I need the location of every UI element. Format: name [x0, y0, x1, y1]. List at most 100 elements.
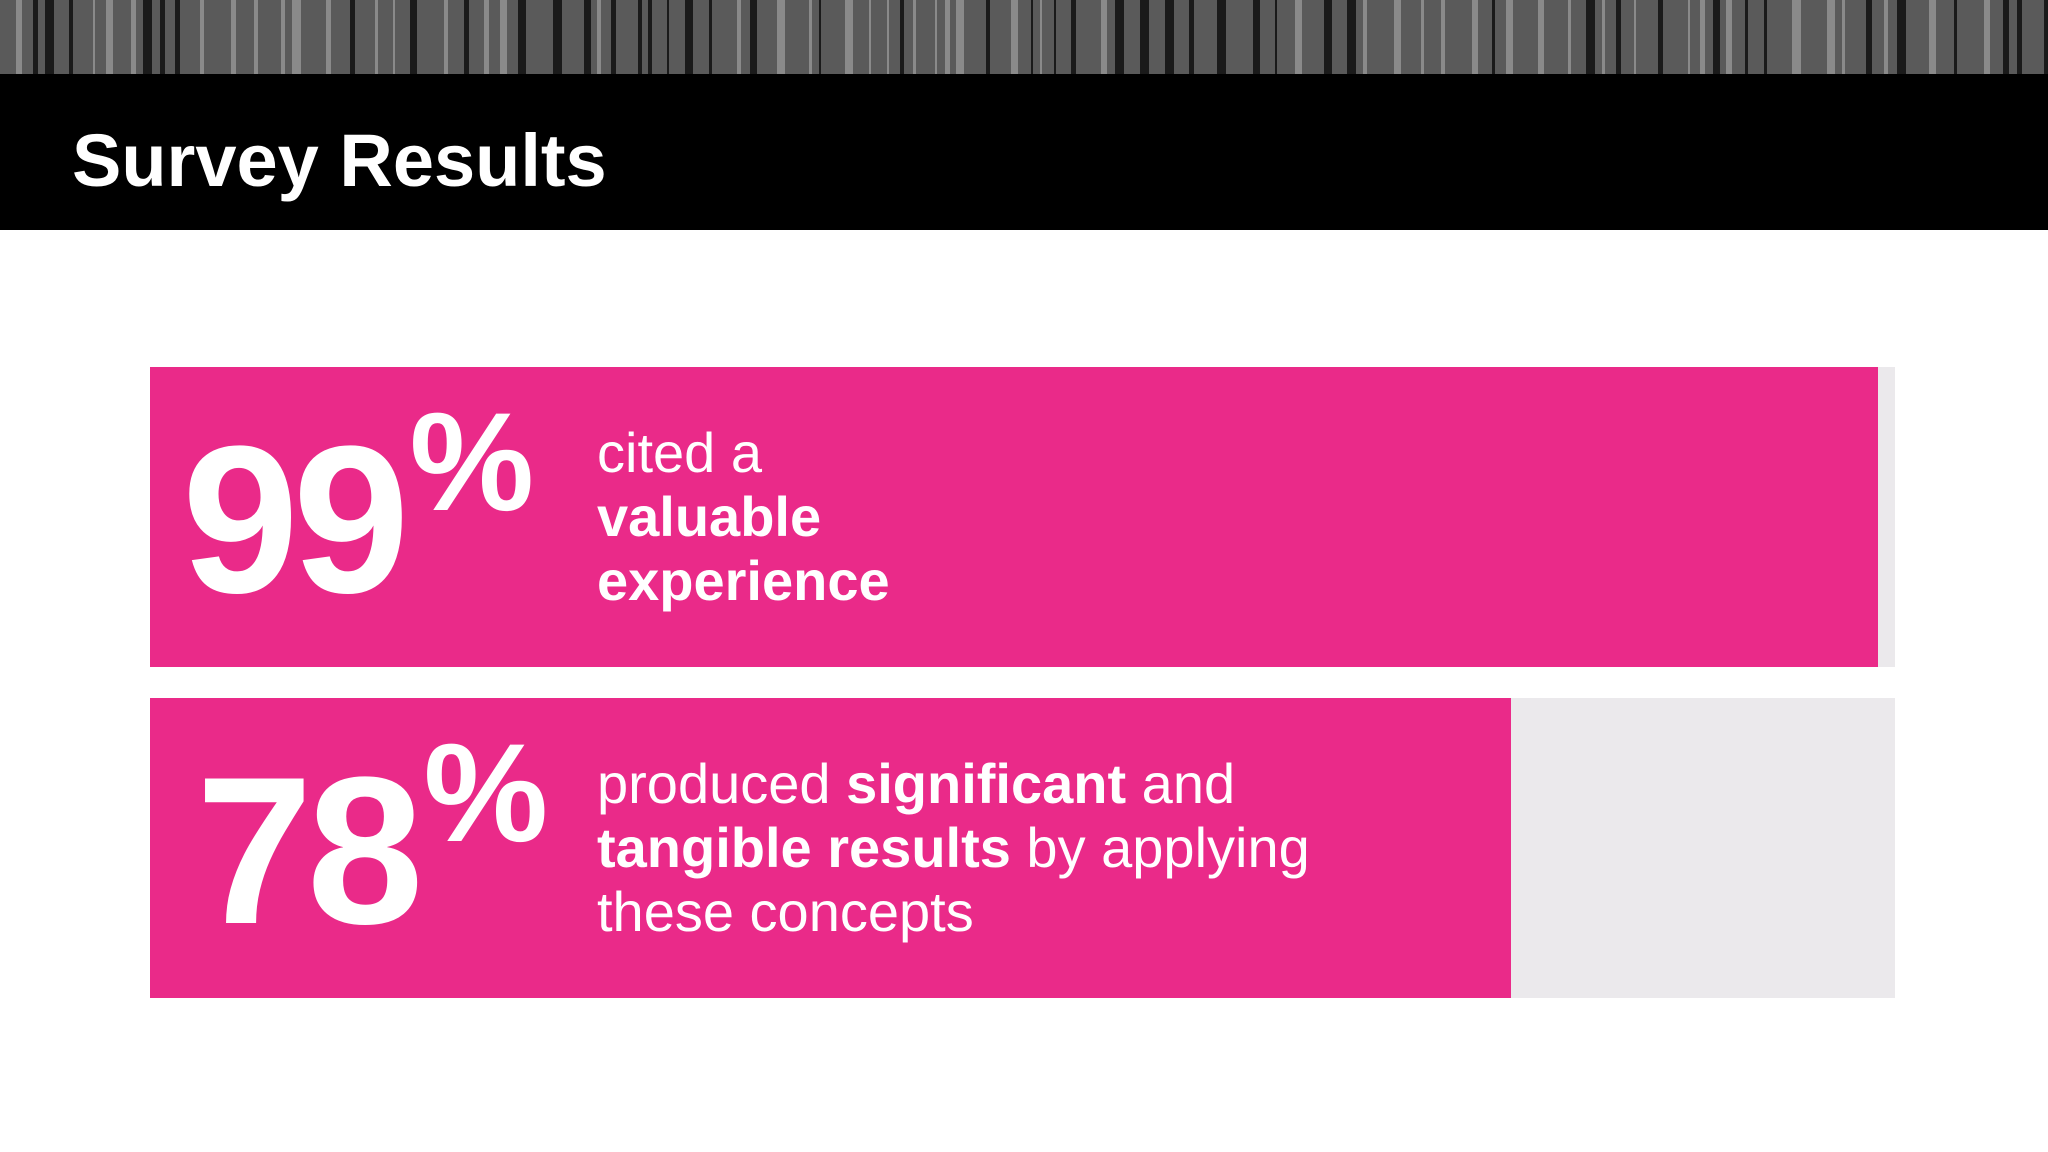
stripe [69, 0, 73, 74]
stripe [281, 0, 285, 74]
stripe [887, 0, 889, 74]
stripe [464, 0, 469, 74]
stripe [845, 0, 853, 74]
stripe [143, 0, 152, 74]
stripe [1897, 0, 1906, 74]
stripe [737, 0, 741, 74]
stripe [1295, 0, 1302, 74]
stripe [685, 0, 693, 74]
stripe [1115, 0, 1124, 74]
stripe [553, 0, 562, 74]
stripe [1954, 0, 1957, 74]
percent-value-2: 78 [196, 733, 424, 968]
stripe [1658, 0, 1663, 74]
bar-description-2: produced significant and tangible results… [597, 752, 1497, 944]
stripe [1700, 0, 1705, 74]
stripe [518, 0, 526, 74]
stripe [1745, 0, 1748, 74]
bar-row-2: 78% produced significant and tangible res… [150, 698, 1895, 998]
description-segment: and [1126, 752, 1236, 815]
bar-fill-2 [150, 698, 1512, 998]
stripe [1054, 0, 1056, 74]
stripe [913, 0, 916, 74]
stripe [1275, 0, 1277, 74]
percent-sign-1: % [409, 383, 535, 540]
stripe [1792, 0, 1801, 74]
stripe [1764, 0, 1767, 74]
stripe [2044, 0, 2048, 74]
stripe [106, 0, 113, 74]
description-segment: by applying [1010, 816, 1310, 879]
stripe [900, 0, 904, 74]
stripe [393, 0, 395, 74]
description-segment: these concepts [597, 880, 974, 943]
stripe [292, 0, 301, 74]
stripe [1884, 0, 1888, 74]
description-segment: cited a [597, 421, 762, 484]
stripe [986, 0, 990, 74]
stripe [709, 0, 712, 74]
stripe [1726, 0, 1732, 74]
slide-title: Survey Results [72, 119, 607, 202]
description-segment: significant [846, 752, 1127, 815]
percent-value-1: 99 [182, 402, 410, 637]
stripe [1189, 0, 1194, 74]
stripe [484, 0, 489, 74]
stripe [935, 0, 937, 74]
stripe [611, 0, 616, 74]
stripe [648, 0, 652, 74]
stripe [1040, 0, 1042, 74]
stripe [667, 0, 669, 74]
description-segment: experience [597, 549, 890, 612]
stripe [956, 0, 964, 74]
stripe [750, 0, 757, 74]
percent-sign-2: % [423, 714, 549, 871]
stripe [1324, 0, 1332, 74]
stripe [16, 0, 22, 74]
stripe [638, 0, 642, 74]
stripe [160, 0, 165, 74]
stripe [1634, 0, 1636, 74]
title-bar: Survey Results [0, 74, 2048, 230]
stripe [93, 0, 95, 74]
stripe [444, 0, 448, 74]
stripe [1688, 0, 1690, 74]
stripe [254, 0, 258, 74]
stripe [1586, 0, 1595, 74]
stripe [33, 0, 38, 74]
stripe [1602, 0, 1605, 74]
stripe [1347, 0, 1356, 74]
stripe [1421, 0, 1424, 74]
stripe [175, 0, 180, 74]
stripe [350, 0, 355, 74]
stripe [326, 0, 331, 74]
stripe [1441, 0, 1445, 74]
bar-description-1: cited a valuable experience [597, 421, 1497, 613]
stripe [1492, 0, 1495, 74]
stripe [131, 0, 136, 74]
decorative-stripe-band [0, 0, 2048, 74]
stripe [500, 0, 507, 74]
stripe [1011, 0, 1018, 74]
stripe [777, 0, 785, 74]
stripe [1538, 0, 1544, 74]
stripe [1071, 0, 1076, 74]
bar-fill-1 [150, 367, 1878, 667]
stripe [1568, 0, 1571, 74]
stripe [1031, 0, 1033, 74]
description-segment: produced [597, 752, 847, 815]
stripe [1929, 0, 1936, 74]
stripe [1394, 0, 1401, 74]
stripe [231, 0, 236, 74]
stripe [1253, 0, 1260, 74]
stripe-pattern [16, 0, 2048, 74]
stripe [200, 0, 204, 74]
stripe [945, 0, 950, 74]
stripe [1472, 0, 1478, 74]
stripe [2017, 0, 2022, 74]
stripe [869, 0, 871, 74]
stripe [375, 0, 378, 74]
stripe [819, 0, 821, 74]
stripe [1165, 0, 1174, 74]
stripe [45, 0, 54, 74]
